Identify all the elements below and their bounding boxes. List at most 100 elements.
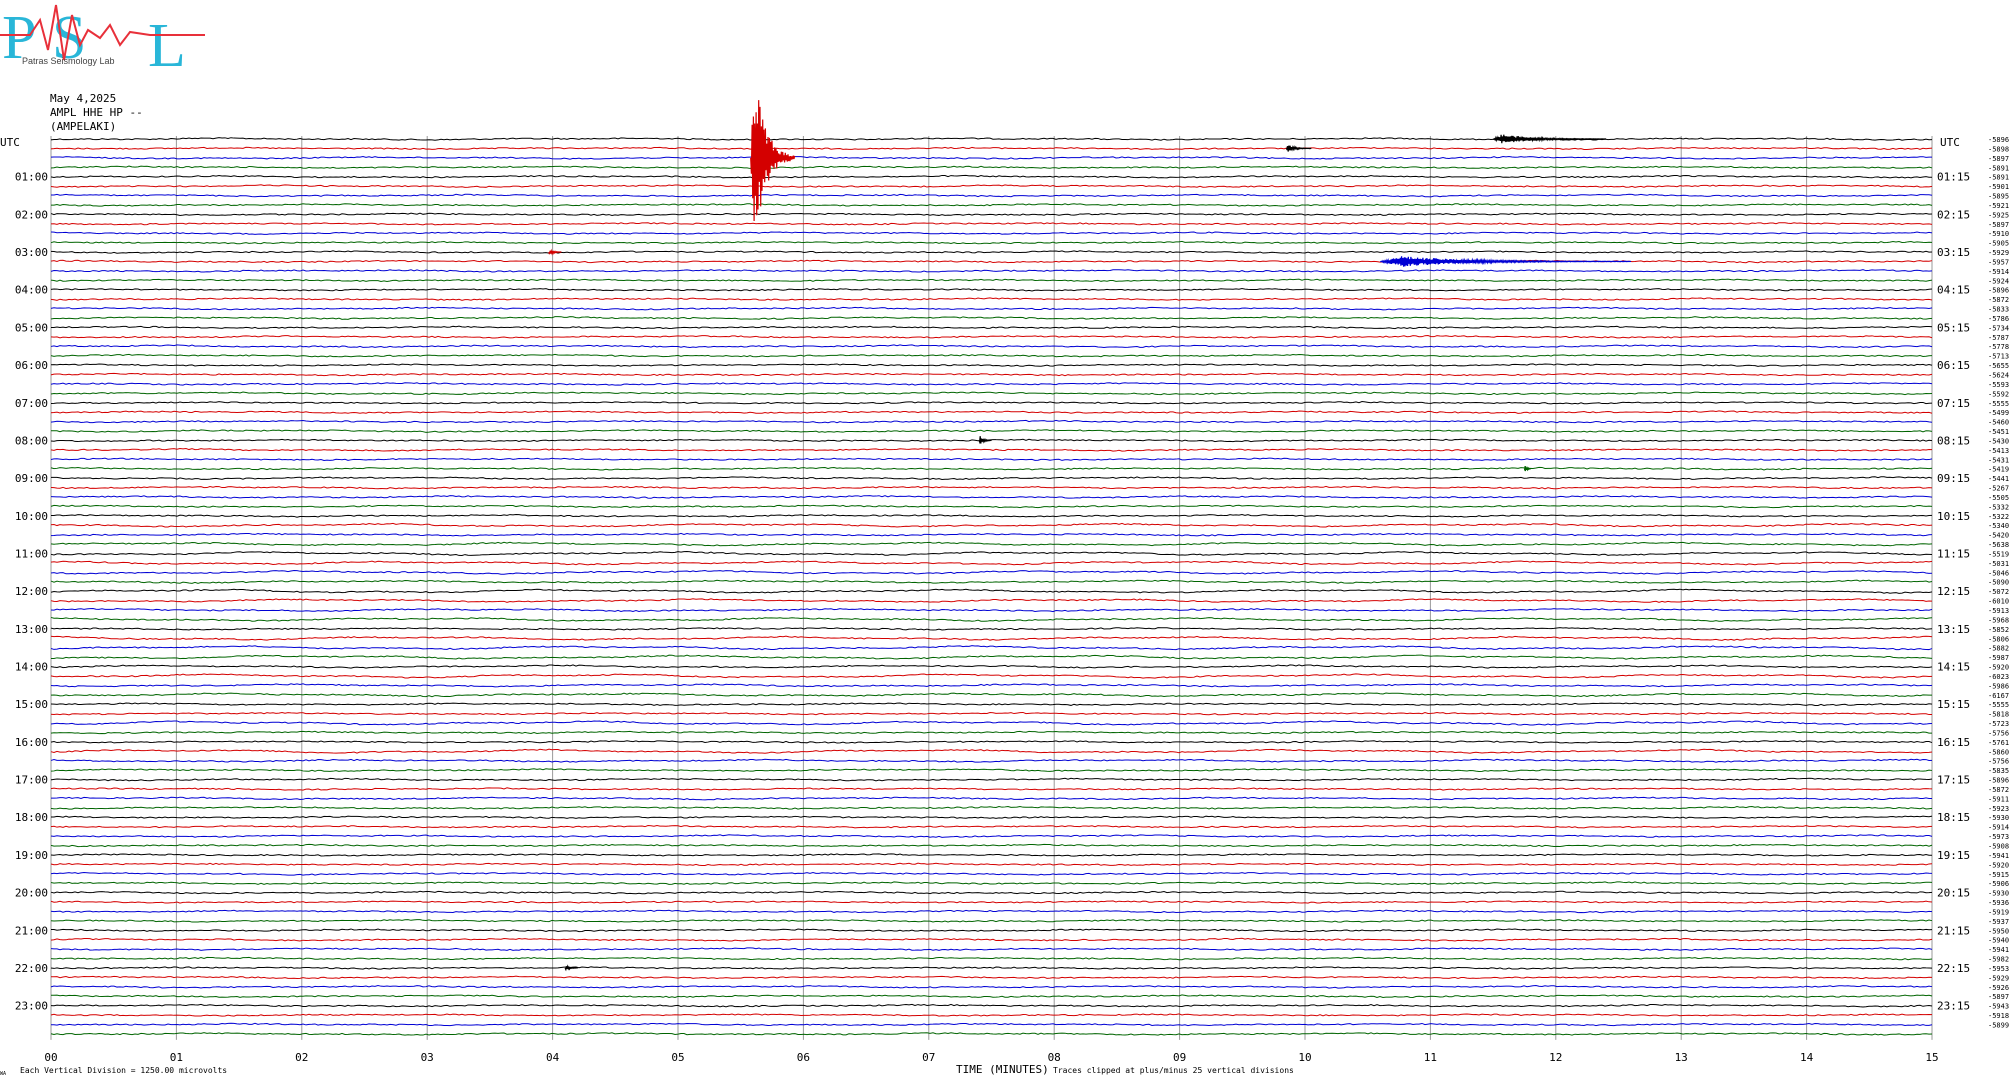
trace-offset-label: -5835 [1988,767,2009,775]
left-hour-label: 10:00 [15,510,48,523]
trace-line [50,363,1933,367]
trace-line [50,560,1933,566]
trace-line [50,994,1933,999]
trace-line [50,711,1933,716]
trace-line [50,730,1933,735]
right-hour-label: 13:15 [1937,623,1970,636]
left-utc-label: UTC [0,136,20,149]
event-waveform [978,436,992,445]
trace-line [50,909,1933,914]
trace-line [50,815,1933,819]
right-hour-label: 17:15 [1937,774,1970,787]
trace-line [50,325,1933,330]
trace-line [50,787,1933,791]
trace-offset-label: -5322 [1988,513,2009,521]
trace-offset-label: -5872 [1988,296,2009,304]
trace-offset-label: -5756 [1988,729,2009,737]
left-hour-label: 09:00 [15,472,48,485]
trace-line [50,137,1933,141]
trace-line [50,495,1933,499]
psl-logo: P S L Patras Seismology Lab [0,4,205,78]
footer-scale-note: Each Vertical Division = 1250.00 microvo… [20,1066,227,1075]
trace-line [50,146,1933,151]
left-hour-label: 02:00 [15,208,48,221]
right-hour-label: 10:15 [1937,510,1970,523]
x-tick-label: 03 [421,1051,434,1064]
trace-line [50,259,1933,264]
trace-line [50,485,1933,490]
x-axis-label: TIME (MINUTES) [956,1063,1049,1076]
left-hour-label: 17:00 [15,774,48,787]
trace-offset-label: -5987 [1988,654,2009,662]
x-tick-label: 05 [671,1051,684,1064]
trace-line [50,353,1933,358]
trace-line [50,834,1933,838]
trace-offset-label: -5593 [1988,381,2009,389]
trace-offset-label: -5852 [1988,626,2009,634]
trace-offset-label: -5936 [1988,899,2009,907]
x-tick-label: 07 [922,1051,935,1064]
trace-line [50,448,1933,452]
trace-offset-label: -5332 [1988,503,2009,511]
logo-subtitle: Patras Seismology Lab [22,56,115,66]
left-hour-label: 08:00 [15,434,48,447]
trace-line [50,824,1933,829]
trace-offset-label: -5519 [1988,550,2009,558]
trace-line [50,410,1933,414]
trace-offset-label: -5930 [1988,814,2009,822]
trace-line [50,1003,1933,1008]
trace-offset-label: -5926 [1988,984,2009,992]
right-utc-label: UTC [1940,136,1960,149]
x-tick-label: 13 [1675,1051,1688,1064]
trace-line [50,579,1933,584]
right-hour-label: 14:15 [1937,661,1970,674]
trace-line [50,344,1933,348]
trace-offset-label: -5968 [1988,616,2009,624]
trace-line [50,919,1933,923]
trace-offset-label: -5882 [1988,645,2009,653]
minute-grid [50,136,1933,1040]
trace-offset-label: -5419 [1988,466,2009,474]
trace-line [50,269,1933,273]
trace-line [50,155,1933,160]
footer-mark: WA [0,1071,6,1077]
right-hour-label: 12:15 [1937,585,1970,598]
seismic-traces [50,137,1933,1036]
x-tick-label: 00 [44,1051,57,1064]
trace-line [50,532,1933,537]
trace-offset-label: -5911 [1988,795,2009,803]
trace-line [50,881,1933,885]
trace-line [50,457,1933,461]
trace-line [50,853,1933,857]
trace-offset-label: -5897 [1988,993,2009,1001]
x-tick-label: 10 [1298,1051,1311,1064]
right-hour-label: 21:15 [1937,924,1970,937]
trace-line [50,758,1933,763]
trace-offset-label: -5592 [1988,390,2009,398]
trace-offset-label: -5897 [1988,155,2009,163]
trace-offset-label: -5937 [1988,918,2009,926]
trace-offset-label: -5901 [1988,183,2009,191]
logo-letter-p: P [2,4,36,72]
trace-line [50,514,1933,518]
trace-line [50,278,1933,282]
x-tick-label: 01 [170,1051,183,1064]
axis-labels: -5896-5898-5897-5891-5891-5901-5895-5921… [0,136,2009,1077]
left-hour-label: 13:00 [15,623,48,636]
trace-offset-label: -5655 [1988,362,2009,370]
trace-offset-label: -5756 [1988,758,2009,766]
x-tick-label: 04 [546,1051,560,1064]
trace-line [50,165,1933,169]
trace-line [50,937,1933,942]
right-hour-label: 19:15 [1937,849,1970,862]
x-tick-label: 12 [1549,1051,1562,1064]
trace-line [50,692,1933,698]
trace-offset-label: -5899 [1988,1021,2009,1029]
trace-line [50,627,1933,631]
trace-offset-label: -5950 [1988,927,2009,935]
trace-offset-label: -5921 [1988,202,2009,210]
trace-offset-label: -5872 [1988,786,2009,794]
trace-line [50,522,1933,528]
event-waveform [1523,466,1532,472]
